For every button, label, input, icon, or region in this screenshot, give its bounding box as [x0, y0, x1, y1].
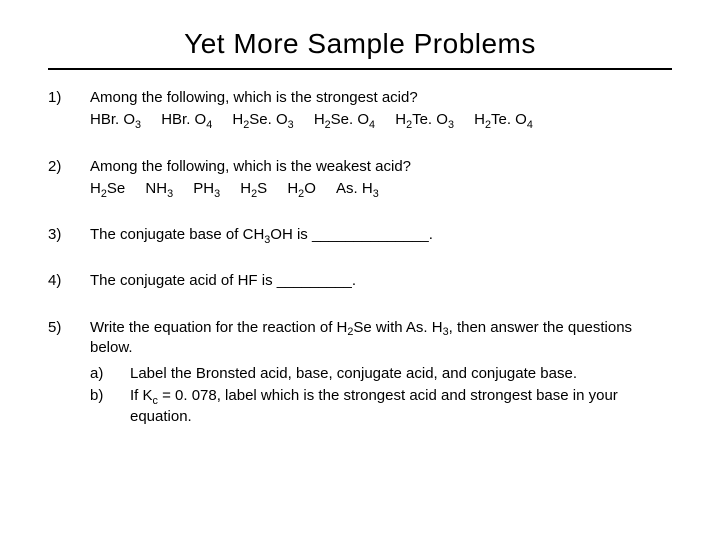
problem-5b-text: If Kc = 0. 078, label which is the stron… — [130, 386, 672, 427]
slide-title: Yet More Sample Problems — [48, 28, 672, 70]
p1-opt-5: H2Te. O3 — [395, 110, 454, 130]
problem-1-question: Among the following, which is the strong… — [90, 88, 672, 108]
problem-5a-text: Label the Bronsted acid, base, conjugate… — [130, 364, 672, 384]
problem-5: 5) Write the equation for the reaction o… — [48, 318, 672, 359]
problem-5-text: Write the equation for the reaction of H… — [90, 319, 632, 356]
problem-3: 3) The conjugate base of CH3OH is ______… — [48, 225, 672, 245]
problem-5-number: 5) — [48, 318, 90, 359]
problem-5b: b) If Kc = 0. 078, label which is the st… — [90, 386, 672, 427]
p1-opt-4: H2Se. O4 — [314, 110, 375, 130]
problem-2-body: Among the following, which is the weakes… — [90, 157, 672, 200]
p1-opt-2: HBr. O4 — [161, 110, 212, 130]
problem-3-number: 3) — [48, 225, 90, 245]
p2-opt-2: NH3 — [145, 179, 173, 199]
problem-1: 1) Among the following, which is the str… — [48, 88, 672, 131]
problem-4-number: 4) — [48, 271, 90, 291]
problem-4: 4) The conjugate acid of HF is _________… — [48, 271, 672, 291]
problem-4-text: The conjugate acid of HF is _________. — [90, 272, 356, 289]
p1-opt-6: H2Te. O4 — [474, 110, 533, 130]
problem-1-body: Among the following, which is the strong… — [90, 88, 672, 131]
problem-3-text: The conjugate base of CH3OH is _________… — [90, 226, 433, 243]
problem-2-options: H2Se NH3 PH3 H2S H2O As. H3 — [90, 179, 672, 199]
problem-2-number: 2) — [48, 157, 90, 200]
problem-5-subparts: a) Label the Bronsted acid, base, conjug… — [90, 364, 672, 427]
p2-opt-5: H2O — [287, 179, 316, 199]
problem-4-body: The conjugate acid of HF is _________. — [90, 271, 672, 291]
problem-3-body: The conjugate base of CH3OH is _________… — [90, 225, 672, 245]
problem-5-body: Write the equation for the reaction of H… — [90, 318, 672, 359]
p2-opt-4: H2S — [240, 179, 267, 199]
problem-1-options: HBr. O3 HBr. O4 H2Se. O3 H2Se. O4 H2Te. … — [90, 110, 672, 130]
p1-opt-1: HBr. O3 — [90, 110, 141, 130]
problem-2: 2) Among the following, which is the wea… — [48, 157, 672, 200]
problem-5a: a) Label the Bronsted acid, base, conjug… — [90, 364, 672, 384]
problem-2-question: Among the following, which is the weakes… — [90, 157, 672, 177]
p1-opt-3: H2Se. O3 — [232, 110, 293, 130]
problem-5a-label: a) — [90, 364, 130, 384]
p2-opt-6: As. H3 — [336, 179, 379, 199]
p2-opt-3: PH3 — [193, 179, 220, 199]
problem-5b-label: b) — [90, 386, 130, 427]
p2-opt-1: H2Se — [90, 179, 125, 199]
problem-1-number: 1) — [48, 88, 90, 131]
